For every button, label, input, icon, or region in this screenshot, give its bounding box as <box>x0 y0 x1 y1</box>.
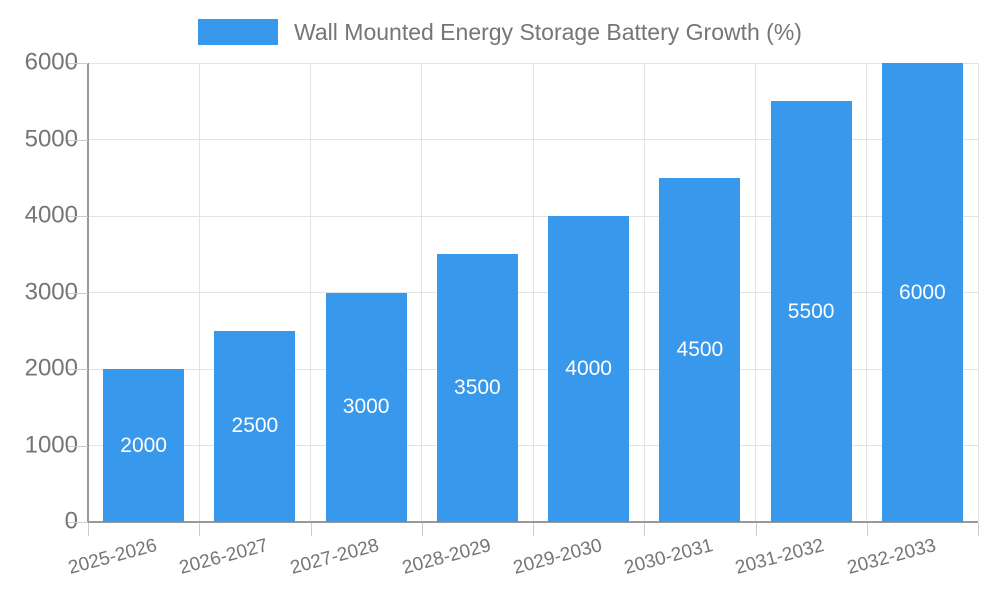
legend-color-swatch <box>198 19 279 45</box>
y-axis-tick <box>68 63 88 64</box>
bar: 5500 <box>770 101 852 522</box>
bar-value-label: 4000 <box>565 357 612 380</box>
bar: 4500 <box>659 177 741 522</box>
bar-value-label: 2000 <box>120 433 167 457</box>
vertical-gridline <box>643 63 645 522</box>
x-axis-tick <box>88 523 89 536</box>
x-axis-tick <box>533 523 534 536</box>
x-axis-tick <box>199 523 201 536</box>
y-axis-tick-label: 3000 <box>24 277 78 305</box>
y-axis-tick-label: 6000 <box>24 48 78 76</box>
x-axis-category-label: 2031-2032 <box>733 535 827 579</box>
bar: 3500 <box>436 254 518 522</box>
y-axis-tick <box>68 292 88 294</box>
x-axis-tick <box>866 523 868 536</box>
y-axis-line <box>87 63 89 522</box>
vertical-gridline <box>977 63 979 522</box>
x-axis-category-label: 2026-2027 <box>177 535 271 579</box>
x-axis-category-label: 2032-2033 <box>844 535 938 579</box>
bar-value-label: 4500 <box>676 337 724 361</box>
x-axis-line <box>88 521 978 523</box>
bar: 2500 <box>214 330 296 522</box>
x-axis-category-label: 2030-2031 <box>622 535 716 579</box>
y-axis-tick-label: 4000 <box>24 201 78 229</box>
vertical-gridline <box>310 63 311 522</box>
bar: 2000 <box>103 369 185 522</box>
vertical-gridline <box>755 63 756 522</box>
legend-series-label: Wall Mounted Energy Storage Battery Grow… <box>294 19 802 45</box>
bar-value-label: 6000 <box>899 280 946 304</box>
vertical-gridline <box>532 63 534 522</box>
x-axis-category-label: 2025-2026 <box>65 535 160 579</box>
y-axis-tick-label: 2000 <box>24 354 78 382</box>
x-axis-tick <box>644 523 646 536</box>
y-axis-tick <box>68 216 88 217</box>
x-axis-tick <box>755 523 757 536</box>
y-axis-tick-label: 1000 <box>24 430 78 458</box>
bar: 4000 <box>548 216 630 522</box>
x-axis-tick <box>978 523 979 536</box>
bar-value-label: 3000 <box>342 395 390 419</box>
y-axis-tick <box>68 139 88 141</box>
bar-value-label: 5500 <box>787 299 835 323</box>
y-axis-tick <box>68 522 88 523</box>
chart-legend-item[interactable]: Wall Mounted Energy Storage Battery Grow… <box>0 18 1000 46</box>
x-axis-tick <box>421 523 423 536</box>
bar: 6000 <box>881 63 963 522</box>
y-axis-tick-label: 5000 <box>24 124 78 152</box>
vertical-gridline <box>421 63 423 522</box>
bar-value-label: 2500 <box>231 414 279 438</box>
x-axis-category-label: 2028-2029 <box>399 535 493 579</box>
x-axis-category-label: 2029-2030 <box>510 535 605 579</box>
x-axis-category-label: 2027-2028 <box>288 535 382 579</box>
x-axis-tick <box>310 523 312 536</box>
bar-value-label: 3500 <box>454 376 501 400</box>
y-axis-tick-label: 0 <box>64 507 78 535</box>
vertical-gridline <box>198 63 200 522</box>
y-axis-tick <box>68 369 88 370</box>
y-axis-tick <box>68 445 88 447</box>
bar: 3000 <box>325 292 407 522</box>
vertical-gridline <box>866 63 868 522</box>
plot-area: 2000 2500 3000 3500 4000 4500 5500 6000 <box>87 62 979 523</box>
